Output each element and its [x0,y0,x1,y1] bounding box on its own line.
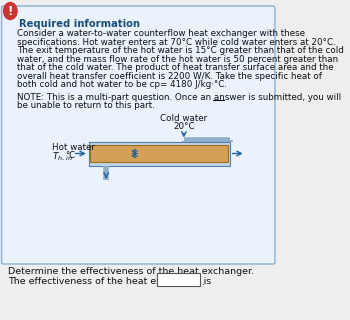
Bar [157,273,201,286]
Text: .: . [202,277,205,287]
Text: Required information: Required information [19,19,140,29]
Text: The effectiveness of the heat exchanger is: The effectiveness of the heat exchanger … [8,277,211,286]
Text: water, and the mass flow rate of the hot water is 50 percent greater than: water, and the mass flow rate of the hot… [18,54,338,63]
Text: 20°C: 20°C [173,122,195,131]
Text: Determine the effectiveness of the heat exchanger.: Determine the effectiveness of the heat … [8,267,254,276]
Text: Cold water: Cold water [160,114,208,123]
Text: be unable to return to this part.: be unable to return to this part. [18,101,155,110]
Text: NOTE: This is a multi-part question. Once an answer is submitted, you will: NOTE: This is a multi-part question. Onc… [18,92,342,101]
Bar [89,141,230,165]
Text: specifications. Hot water enters at 70°C while cold water enters at 20°C.: specifications. Hot water enters at 70°C… [18,37,336,46]
Text: Hot water: Hot water [51,142,94,151]
Text: The exit temperature of the hot water is 15°C greater than that of the cold: The exit temperature of the hot water is… [18,46,344,55]
Circle shape [4,3,17,20]
Text: overall heat transfer coefficient is 2200 W/K. Take the specific heat of: overall heat transfer coefficient is 220… [18,71,322,81]
Text: !: ! [8,4,13,18]
Text: that of the cold water. The product of heat transfer surface area and the: that of the cold water. The product of h… [18,63,334,72]
Bar [90,145,228,162]
Text: both cold and hot water to be cp= 4180 J/kg·°C.: both cold and hot water to be cp= 4180 J… [18,80,228,89]
Text: Consider a water-to-water counterflow heat exchanger with these: Consider a water-to-water counterflow he… [18,29,306,38]
FancyBboxPatch shape [2,6,275,264]
Text: °C: °C [65,150,75,159]
Text: $T_{h,\,in}$: $T_{h,\,in}$ [51,150,72,163]
